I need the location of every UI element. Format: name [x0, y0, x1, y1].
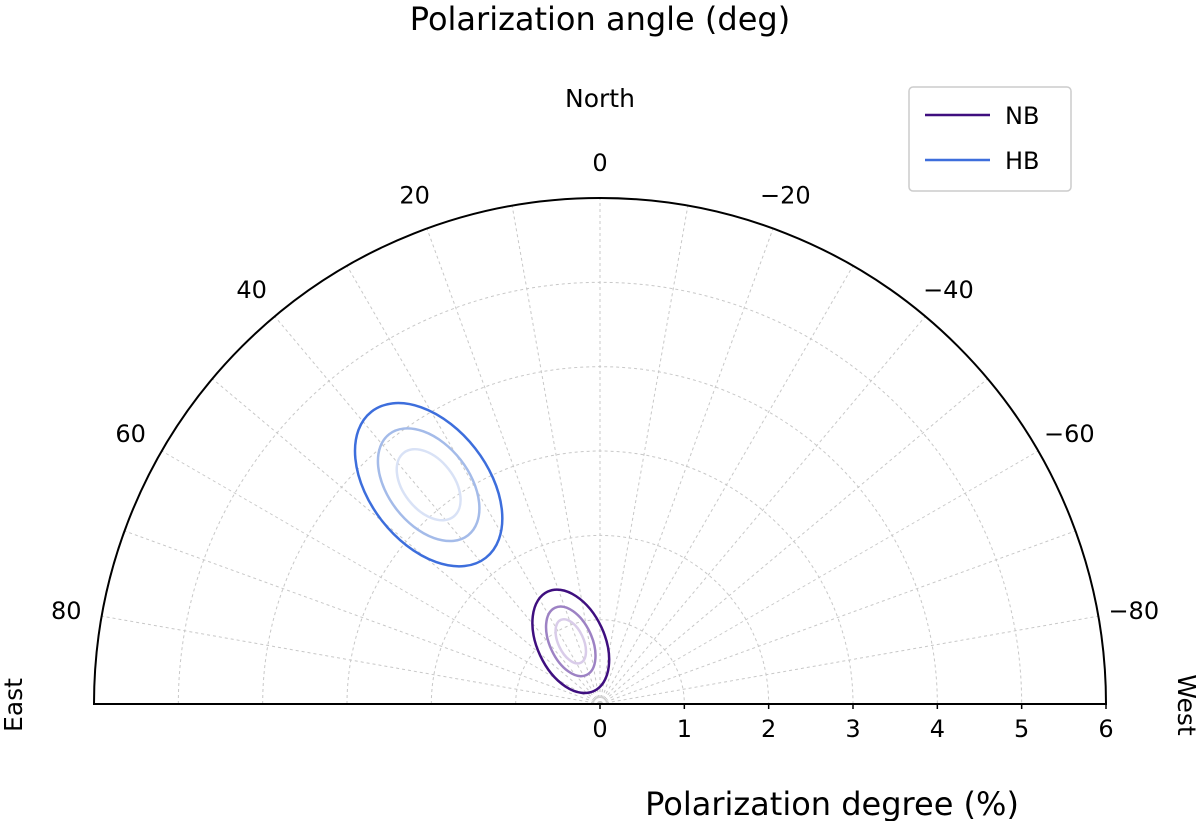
radial-tick-label: 1 — [677, 715, 692, 743]
angular-gridline — [426, 228, 601, 705]
angle-tick-label: 80 — [51, 597, 82, 625]
radial-tick-label: 5 — [1014, 715, 1029, 743]
angular-gridline — [101, 615, 601, 705]
angular-gridline — [124, 530, 601, 705]
angle-tick-label: 20 — [399, 182, 430, 210]
angular-gridline — [599, 378, 988, 705]
angular-gridline — [599, 450, 1039, 705]
contour-nb — [531, 588, 611, 695]
angular-gridline — [599, 530, 1076, 705]
radial-tick-label: 4 — [930, 715, 945, 743]
angle-tick-label: 60 — [115, 420, 146, 448]
chart-title: Polarization angle (deg) — [410, 0, 790, 38]
angle-tick-label: −40 — [923, 276, 974, 304]
angle-tick-label: −20 — [760, 182, 811, 210]
chart-axes — [92, 197, 1108, 709]
angle-tick-label: −80 — [1108, 597, 1159, 625]
chart-grid — [101, 198, 1099, 705]
angle-tick-label: 40 — [236, 276, 267, 304]
angular-gridline — [511, 205, 601, 705]
contour-hb — [376, 427, 481, 543]
chart-contours — [353, 401, 611, 695]
angle-tick-label: 0 — [592, 149, 607, 177]
polar-frame — [92, 197, 1108, 705]
contour-nb — [554, 618, 588, 665]
x-axis-label: Polarization degree (%) — [645, 785, 1019, 821]
chart-legend: NB HB — [908, 86, 1072, 192]
contour-nb — [544, 605, 597, 678]
angular-gridline — [599, 615, 1099, 705]
contour-hb — [395, 447, 462, 522]
east-label: East — [0, 678, 28, 732]
west-label: West — [1172, 674, 1200, 736]
angular-gridline — [212, 378, 601, 705]
radial-tick-label: 3 — [845, 715, 860, 743]
angular-gridline — [346, 265, 601, 705]
radial-tick-label: 6 — [1098, 715, 1113, 743]
angle-tick-label: −60 — [1044, 420, 1095, 448]
angular-gridline — [274, 316, 601, 705]
angular-gridline — [599, 265, 854, 705]
radial-tick-label: 0 — [592, 715, 607, 743]
angular-gridline — [161, 450, 601, 705]
angular-gridline — [599, 316, 926, 705]
radial-tick-label: 2 — [761, 715, 776, 743]
legend-frame — [908, 86, 1072, 192]
legend-label-hb: HB — [1005, 147, 1040, 175]
angular-gridline — [599, 228, 774, 705]
north-label: North — [565, 84, 635, 113]
angular-gridline — [599, 205, 689, 705]
legend-label-nb: NB — [1005, 102, 1039, 130]
contour-hb — [353, 401, 504, 568]
